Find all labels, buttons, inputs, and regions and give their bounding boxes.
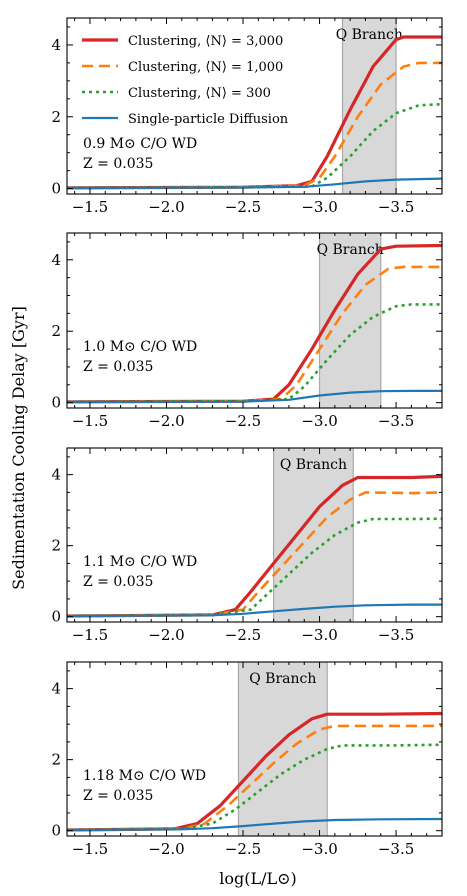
series-line-1 bbox=[67, 243, 442, 404]
panel-metallicity-label: Z = 0.035 bbox=[83, 359, 153, 375]
q-branch-label: Q Branch bbox=[317, 242, 384, 258]
y-tick-label: 4 bbox=[51, 251, 61, 269]
series-line-3 bbox=[67, 517, 442, 618]
y-tick-label: 2 bbox=[51, 537, 61, 555]
x-axis-title: log(L/L⊙) bbox=[219, 869, 297, 888]
x-tick-label: −2.0 bbox=[148, 198, 184, 216]
y-tick-label: 4 bbox=[51, 36, 61, 54]
x-tick-label: −3.0 bbox=[301, 412, 337, 430]
x-tick-label: −2.5 bbox=[225, 412, 261, 430]
y-tick-label: 0 bbox=[51, 822, 61, 840]
legend-label-3: Clustering, ⟨N⟩ = 300 bbox=[128, 86, 271, 101]
chart-panel-2: Q Branch −1.5 −2.0 −2.5 −3.0 −3.5 0 2 4 1.0 M⊙ C/… bbox=[51, 232, 443, 430]
y-tick-label: 4 bbox=[51, 680, 61, 698]
series-line-4 bbox=[67, 603, 442, 618]
x-tick-label: −3.5 bbox=[378, 198, 414, 216]
q-branch-label: Q Branch bbox=[280, 457, 347, 473]
y-axis-title: Sedimentation Cooling Delay [Gyr] bbox=[9, 306, 28, 590]
q-branch-band bbox=[238, 662, 328, 836]
x-tick-label: −3.5 bbox=[378, 840, 414, 858]
panel-mass-label: 1.18 M⊙ C/O WD bbox=[83, 768, 206, 784]
q-branch-label: Q Branch bbox=[336, 27, 403, 43]
x-tick-label: −1.5 bbox=[72, 412, 108, 430]
series-line-4 bbox=[67, 177, 442, 189]
x-tick-label: −2.0 bbox=[148, 626, 184, 644]
x-tick-label: −3.0 bbox=[301, 840, 337, 858]
x-tick-label: −2.0 bbox=[148, 412, 184, 430]
panel-metallicity-label: Z = 0.035 bbox=[83, 788, 153, 804]
x-tick-label: −3.0 bbox=[301, 198, 337, 216]
y-tick-label: 0 bbox=[51, 608, 61, 626]
series-line-3 bbox=[67, 743, 442, 832]
series-line-4 bbox=[67, 817, 442, 832]
x-tick-label: −2.5 bbox=[225, 626, 261, 644]
series-line-2 bbox=[67, 491, 442, 618]
x-tick-label: −2.0 bbox=[148, 840, 184, 858]
x-tick-label: −3.0 bbox=[301, 626, 337, 644]
chart-panel-3: Q Branch −1.5 −2.0 −2.5 −3.0 −3.5 0 2 4 1.1 M⊙ C/… bbox=[51, 447, 443, 644]
y-tick-label: 2 bbox=[51, 751, 61, 769]
panel-mass-label: 1.1 M⊙ C/O WD bbox=[83, 554, 197, 570]
panel-mass-label: 0.9 M⊙ C/O WD bbox=[83, 136, 197, 152]
q-branch-label: Q Branch bbox=[249, 671, 316, 687]
chart-panel-1: Q Branch −1.5 −2.0 −2.5 −3.0 −3.5 0 2 4 0.9 M⊙ C/… bbox=[51, 17, 443, 216]
y-tick-label: 4 bbox=[51, 466, 61, 484]
panel-metallicity-label: Z = 0.035 bbox=[83, 156, 153, 172]
x-tick-label: −3.5 bbox=[378, 626, 414, 644]
plot-frame bbox=[66, 232, 443, 409]
plot-frame bbox=[66, 661, 443, 837]
y-tick-label: 0 bbox=[51, 394, 61, 412]
legend-label-1: Clustering, ⟨N⟩ = 3,000 bbox=[128, 34, 283, 49]
x-tick-label: −3.5 bbox=[378, 412, 414, 430]
y-tick-label: 0 bbox=[51, 180, 61, 198]
x-tick-label: −1.5 bbox=[72, 198, 108, 216]
series-line-2 bbox=[67, 265, 442, 404]
chart-panel-4: Q Branch −1.5 −2.0 −2.5 −3.0 −3.5 0 2 4 1.18 M⊙ C… bbox=[51, 661, 443, 858]
x-axis-title-text: log(L/L⊙) bbox=[219, 869, 297, 888]
x-tick-label: −1.5 bbox=[72, 626, 108, 644]
plot-frame bbox=[66, 447, 443, 623]
y-tick-label: 2 bbox=[51, 322, 61, 340]
plot-frame bbox=[66, 17, 443, 195]
panel-metallicity-label: Z = 0.035 bbox=[83, 574, 153, 590]
series-line-1 bbox=[67, 711, 442, 832]
panel-mass-label: 1.0 M⊙ C/O WD bbox=[83, 339, 197, 355]
x-tick-label: −2.5 bbox=[225, 840, 261, 858]
legend-label-2: Clustering, ⟨N⟩ = 1,000 bbox=[128, 60, 283, 75]
y-tick-label: 2 bbox=[51, 108, 61, 126]
x-tick-label: −1.5 bbox=[72, 840, 108, 858]
legend: Clustering, ⟨N⟩ = 3,000 Clustering, ⟨N⟩ =… bbox=[82, 34, 289, 127]
series-line-4 bbox=[67, 389, 442, 403]
legend-label-4: Single-particle Diffusion bbox=[128, 112, 289, 127]
q-branch-band bbox=[273, 448, 354, 622]
series-line-2 bbox=[67, 724, 442, 832]
x-tick-label: −2.5 bbox=[225, 198, 261, 216]
